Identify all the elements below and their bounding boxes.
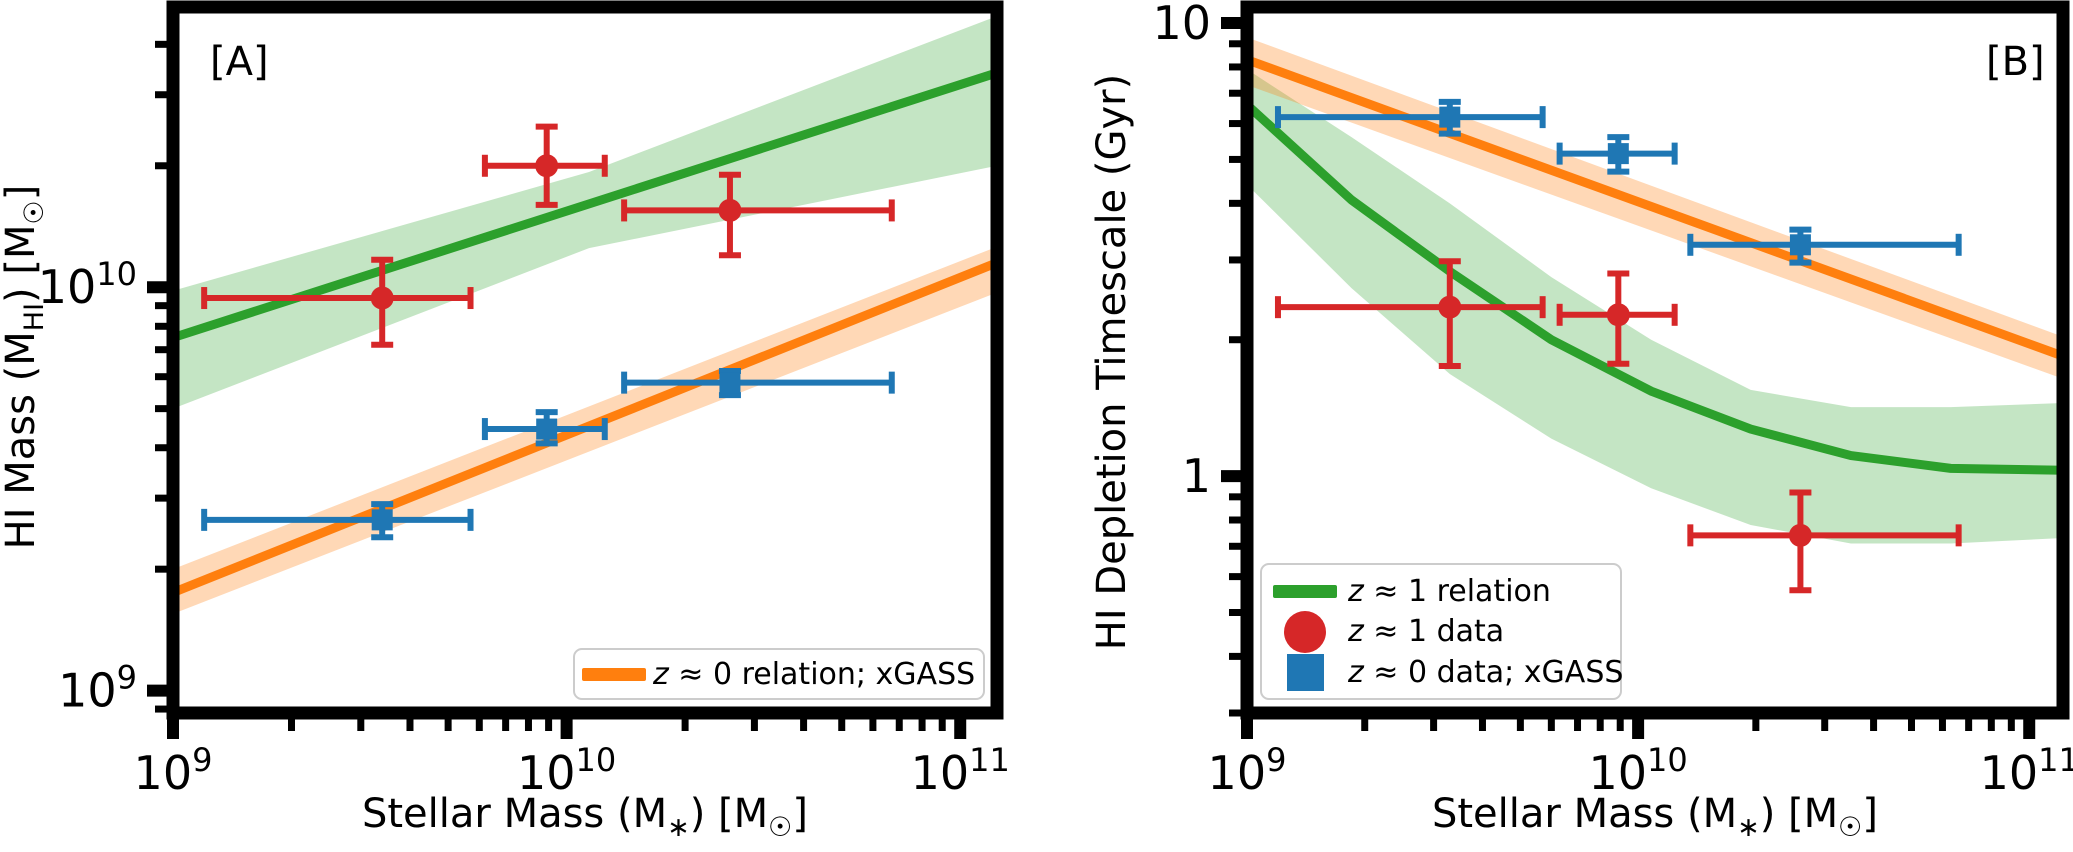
legend-b-row-z1-data: z ≈ 1 data xyxy=(1262,610,1620,653)
xlabel-b-text3: ] xyxy=(1862,791,1878,837)
x-tick-label-B: 1011 xyxy=(1980,741,2073,800)
legend-b-row-z0-data: z ≈ 0 data; xGASS xyxy=(1262,652,1623,692)
legend-a-marker-cell xyxy=(575,667,653,681)
blue-square-swatch xyxy=(1286,653,1324,691)
legend-b-row-relation: z ≈ 1 relation xyxy=(1262,571,1620,611)
legend-b-marker-cell-2 xyxy=(1262,610,1348,653)
axes-frame-B xyxy=(1240,0,2070,720)
green-confidence-band xyxy=(1247,69,2063,544)
red-data-point xyxy=(1687,489,1962,594)
ticks-B xyxy=(1221,17,2036,739)
panel-B-plot: 109 1010 1011 1 10 xyxy=(1152,0,2073,800)
blue-data-point xyxy=(481,409,608,447)
x-axis-label-b: Stellar Mass (M∗) [M☉] xyxy=(1247,790,2063,852)
x-tick-label-A: 109 xyxy=(134,741,213,800)
green-relation-line xyxy=(1242,100,2068,475)
ylabel-b-text: HI Depletion Timescale (Gyr) xyxy=(1089,73,1135,651)
xlabel-b-text2: ) [M xyxy=(1759,791,1839,837)
red-data-point xyxy=(1274,258,1546,369)
legend-b-marker-cell-3 xyxy=(1262,653,1348,691)
blue-data-point xyxy=(1556,134,1678,175)
ylabel-a-text: HI Mass (M xyxy=(0,331,44,550)
ylabel-a-sub-hi: HI xyxy=(19,302,50,332)
red-circle-swatch xyxy=(1284,610,1326,653)
panel-label-a: [A] xyxy=(210,39,269,85)
blue-data-point xyxy=(1687,226,1962,266)
ylabel-a-sub-sun: ☉ xyxy=(19,200,50,225)
legend-b-text-1: ≈ 1 relation xyxy=(1363,573,1551,609)
x-tick-label-B: 109 xyxy=(1208,741,1287,800)
ticks-A xyxy=(147,40,967,739)
legend-b-text-3: ≈ 0 data; xGASS xyxy=(1363,654,1624,690)
xlabel-a-sub-sun: ☉ xyxy=(768,812,793,843)
x-tick-label-A: 1010 xyxy=(517,741,616,800)
panel-label-b: [B] xyxy=(1986,39,2045,85)
panel-A-plot: 109 1010 1011 109 1010 xyxy=(38,0,1010,800)
legend-b-var-1: z xyxy=(1348,573,1364,609)
y-axis-label-a: HI Mass (MHI) [M☉] xyxy=(0,17,59,717)
xlabel-b-sub-star: ∗ xyxy=(1737,812,1760,843)
orange-line-swatch xyxy=(582,667,646,681)
green-line-swatch xyxy=(1273,584,1337,598)
y-axis-label-b: HI Depletion Timescale (Gyr) xyxy=(1088,12,1136,712)
ylabel-a-text3: ] xyxy=(0,184,44,201)
red-data-point xyxy=(201,256,474,348)
legend-b-label-1: z ≈ 1 relation xyxy=(1348,574,1551,609)
blue-data-point xyxy=(201,501,474,541)
red-data-point xyxy=(1556,270,1678,367)
y-tick-label-A: 1010 xyxy=(38,255,137,314)
xlabel-a-text3: ] xyxy=(792,791,808,837)
xlabel-a-sub-star: ∗ xyxy=(667,812,690,843)
legend-b-var-3: z xyxy=(1348,654,1364,690)
legend-b-label-2: z ≈ 1 data xyxy=(1348,614,1504,649)
legend-b: z ≈ 1 relation z ≈ 1 data z ≈ 0 data; xG… xyxy=(1260,563,1623,700)
x-tick-label-A: 1011 xyxy=(911,741,1010,800)
legend-a-text: ≈ 0 relation; xGASS xyxy=(668,656,976,692)
xlabel-a-text2: ) [M xyxy=(689,791,769,837)
green-relation-line xyxy=(168,68,1002,343)
legend-a-var: z xyxy=(653,656,669,692)
xlabel-a-text: Stellar Mass (M xyxy=(361,791,668,837)
y-tick-label-A: 109 xyxy=(58,659,137,718)
xlabel-b-sub-sun: ☉ xyxy=(1838,812,1863,843)
blue-data-point xyxy=(621,367,895,399)
red-data-point xyxy=(481,123,608,208)
axes-frame-A xyxy=(166,0,1004,720)
legend-b-marker-cell-1 xyxy=(1262,584,1348,598)
red-data-point xyxy=(621,171,895,259)
x-tick-label-B: 1010 xyxy=(1588,741,1687,800)
orange-relation-line xyxy=(1242,55,2068,361)
xlabel-b-text: Stellar Mass (M xyxy=(1431,791,1738,837)
legend-b-var-2: z xyxy=(1348,614,1364,649)
blue-data-point xyxy=(1274,98,1546,137)
legend-b-text-2: ≈ 1 data xyxy=(1363,614,1505,649)
ylabel-a-text2: ) [M xyxy=(0,224,44,303)
y-tick-label-B: 1 xyxy=(1182,449,1211,503)
x-axis-label-a: Stellar Mass (M∗) [M☉] xyxy=(173,790,997,852)
legend-a-label: z ≈ 0 relation; xGASS xyxy=(653,657,975,692)
y-tick-label-B: 10 xyxy=(1152,0,1211,50)
green-confidence-band xyxy=(173,16,997,409)
legend-a: z ≈ 0 relation; xGASS xyxy=(573,648,985,700)
legend-b-label-3: z ≈ 0 data; xGASS xyxy=(1348,655,1623,690)
